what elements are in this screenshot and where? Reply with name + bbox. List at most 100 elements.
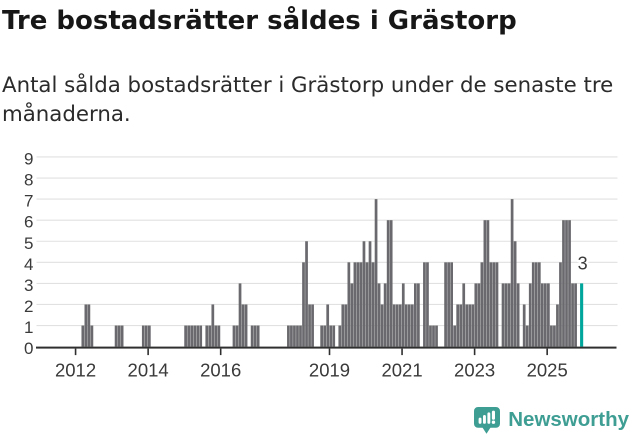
- bar-2024-03: [516, 283, 520, 347]
- bar-2020-09: [389, 220, 393, 347]
- bar-2019-01: [329, 325, 333, 347]
- subtitle-line-1: Antal sålda bostadsrätter i Grästorp und…: [2, 73, 614, 98]
- bar-2023-02: [477, 283, 481, 347]
- bar-2021-04: [410, 304, 414, 347]
- bar-2021-11: [432, 325, 435, 347]
- bar-2022-08: [459, 304, 463, 347]
- bar-2016-06: [235, 325, 239, 347]
- chart-title: Tre bostadsrätter såldes i Grästorp: [2, 6, 517, 36]
- bar-2013-03: [117, 325, 121, 347]
- bar-2013-04: [120, 325, 124, 347]
- bar-2023-06: [489, 262, 493, 347]
- bar-2015-03: [190, 325, 194, 347]
- bar-2019-10: [356, 262, 360, 347]
- bar-2019-11: [359, 262, 363, 347]
- bar-2024-06: [525, 325, 529, 347]
- bar-2020-04: [374, 199, 378, 347]
- x-tick-label-2016: 2016: [200, 360, 241, 381]
- bar-2019-06: [344, 304, 348, 347]
- subtitle-line-2: månaderna.: [2, 102, 131, 127]
- chart-subtitle: Antal sålda bostadsrätter i Grästorp und…: [2, 71, 613, 129]
- bar-2022-12: [471, 304, 475, 347]
- bar-2025-06: [562, 220, 565, 347]
- bar-2025-04: [556, 304, 559, 347]
- y-tick-label-2: 2: [24, 297, 33, 316]
- bar-2016-08: [241, 304, 245, 347]
- bar-2021-02: [404, 304, 408, 347]
- bar-2012-03: [81, 325, 85, 347]
- bar-2013-11: [141, 325, 145, 347]
- bar-2019-08: [350, 283, 354, 347]
- bar-2021-01: [401, 283, 405, 347]
- newsworthy-logo-text: Newsworthy: [508, 407, 629, 431]
- bar-2022-03: [444, 262, 447, 347]
- bar-2015-08: [205, 325, 209, 347]
- bar-2020-01: [365, 262, 369, 347]
- newsworthy-logo: Newsworthy: [474, 404, 629, 437]
- bar-2015-10: [211, 304, 215, 347]
- y-tick-label-3: 3: [24, 276, 33, 295]
- bar-2016-09: [244, 304, 248, 347]
- highlight-value-label: 3: [578, 253, 588, 273]
- bar-2023-05: [486, 220, 490, 347]
- bar-2019-12: [362, 241, 366, 347]
- y-tick-label-5: 5: [24, 234, 33, 253]
- bar-2020-05: [377, 283, 381, 347]
- bar-2012-06: [90, 325, 94, 347]
- bar-2023-11: [504, 283, 508, 347]
- bar-2018-05: [305, 241, 308, 347]
- bar-2023-03: [480, 262, 484, 347]
- bar-2019-09: [353, 262, 357, 347]
- bar-2018-07: [311, 304, 314, 347]
- bar-2022-10: [465, 304, 469, 347]
- bar-2024-02: [513, 241, 517, 347]
- bar-2019-05: [341, 304, 345, 347]
- x-tick-label-2023: 2023: [454, 360, 495, 381]
- bar-2015-06: [199, 325, 203, 347]
- bar-2022-04: [447, 262, 450, 347]
- bar-2015-04: [193, 325, 197, 347]
- bar-2025-09: [571, 283, 574, 347]
- bar-2018-03: [299, 325, 302, 347]
- y-tick-label-1: 1: [24, 318, 33, 337]
- bar-2022-05: [450, 262, 453, 347]
- bar-2024-05: [522, 304, 526, 347]
- bar-2018-01: [293, 325, 296, 347]
- bar-2016-12: [253, 325, 257, 347]
- bar-2015-05: [196, 325, 200, 347]
- bar-2024-01: [510, 199, 514, 347]
- bar-2020-02: [368, 241, 372, 347]
- bar-2018-11: [323, 325, 327, 347]
- bars-group: [81, 199, 584, 347]
- y-tick-label-6: 6: [24, 213, 33, 232]
- x-tick-label-2021: 2021: [381, 360, 422, 381]
- bar-2020-08: [386, 220, 390, 347]
- bar-2020-06: [380, 304, 384, 347]
- newsworthy-icon: [474, 407, 501, 434]
- bar-2015-02: [187, 325, 190, 347]
- bar-2024-08: [531, 262, 535, 347]
- y-tick-label-4: 4: [24, 255, 33, 274]
- bar-2022-11: [468, 304, 472, 347]
- bar-2020-07: [383, 283, 387, 347]
- bar-2021-06: [417, 283, 420, 347]
- bar-2018-02: [296, 325, 299, 347]
- bar-2012-05: [87, 304, 91, 347]
- bar-2024-11: [540, 283, 544, 347]
- bar-2016-11: [250, 325, 254, 347]
- bar-2019-04: [338, 325, 342, 347]
- bar-2017-11: [287, 325, 290, 347]
- bar-2024-10: [537, 262, 541, 347]
- bar-2023-12: [507, 283, 511, 347]
- bar-2025-08: [568, 220, 571, 347]
- bar-2023-10: [501, 283, 505, 347]
- bar-2022-09: [462, 283, 466, 347]
- x-tick-label-2012: 2012: [55, 360, 96, 381]
- bar-2017-12: [290, 325, 293, 347]
- bar-2020-03: [371, 262, 375, 347]
- bar-2020-12: [398, 304, 402, 347]
- bar-2024-09: [534, 262, 538, 347]
- bar-2016-07: [238, 283, 242, 347]
- bar-2018-04: [302, 262, 305, 347]
